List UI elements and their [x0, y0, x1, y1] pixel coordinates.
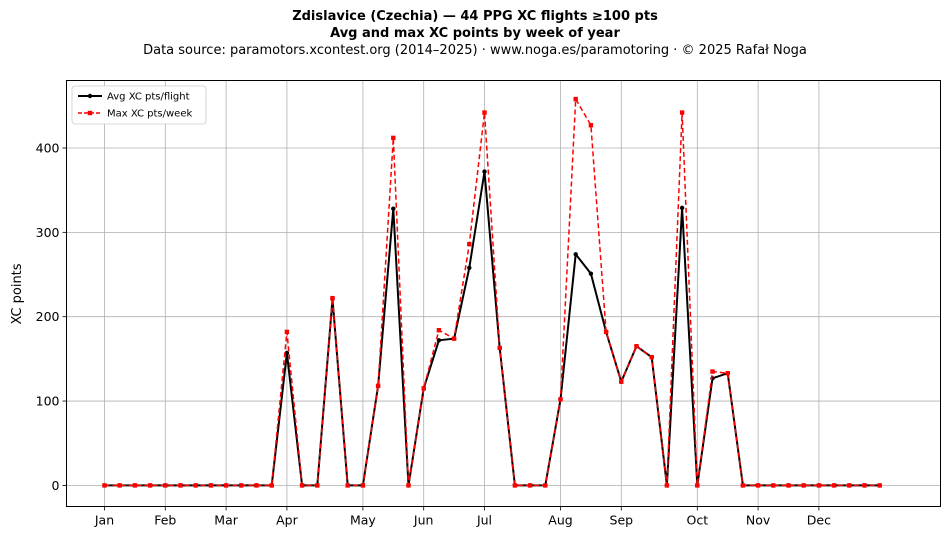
data-point-max: [223, 483, 229, 488]
data-point-max: [786, 483, 791, 488]
x-tick-label: May: [350, 513, 376, 528]
data-point-max: [315, 483, 320, 488]
data-point-max: [710, 369, 715, 374]
data-point-max: [771, 483, 776, 488]
data-point-max: [360, 483, 366, 488]
data-point-max: [284, 329, 290, 335]
data-point-max: [269, 483, 274, 488]
data-point-avg: [436, 338, 442, 343]
data-point-max: [679, 110, 685, 115]
legend-label-max: Max XC pts/week: [107, 109, 192, 120]
data-point-avg: [467, 265, 472, 270]
x-tick-label: Sep: [610, 513, 634, 528]
data-point-max: [634, 344, 639, 349]
plot-frame: [66, 80, 941, 507]
data-point-max: [847, 483, 852, 488]
series-line-max-xc-pts-per-week: [104, 98, 880, 487]
y-tick-label: 100: [36, 394, 60, 409]
y-tick-label: 300: [36, 225, 60, 240]
data-point-max: [451, 336, 457, 341]
data-point-max: [603, 329, 609, 335]
data-point-max: [558, 397, 563, 402]
data-point-max: [193, 483, 198, 488]
data-point-max: [436, 327, 442, 333]
data-point-avg: [573, 252, 578, 257]
data-point-max: [862, 483, 867, 488]
data-point-max: [239, 483, 244, 488]
x-tick-label: Nov: [746, 513, 771, 528]
chart-title: Zdislavice (Czechia) — 44 PPG XC flights…: [292, 9, 658, 24]
data-point-max: [299, 483, 305, 488]
chart-title-block: Zdislavice (Czechia) — 44 PPG XC flights…: [0, 8, 950, 59]
legend-label-avg: Avg XC pts/flight: [107, 92, 190, 103]
x-tick-label: Jan: [94, 513, 114, 528]
y-axis-label: XC points: [10, 263, 25, 324]
data-point-max: [102, 483, 107, 488]
legend-marker-max: [87, 110, 93, 116]
data-point-max: [406, 483, 411, 488]
data-point-max: [254, 483, 259, 488]
data-point-max: [755, 483, 761, 488]
x-tick-label: Mar: [214, 513, 238, 528]
data-point-max: [147, 483, 153, 488]
chart-subtitle: Avg and max XC points by week of year: [330, 26, 620, 41]
data-point-max: [330, 295, 335, 301]
data-point-max: [497, 345, 502, 351]
y-tick-label: 400: [36, 140, 60, 155]
x-tick-label: Aug: [548, 513, 572, 528]
data-point-max: [467, 241, 472, 247]
x-tick-label: Jun: [413, 513, 434, 528]
data-point-max: [391, 135, 396, 141]
data-point-max: [816, 483, 822, 488]
data-point-max: [375, 383, 381, 389]
y-tick-label: 200: [36, 309, 60, 324]
data-point-max: [482, 110, 487, 115]
data-point-max: [543, 483, 548, 488]
data-point-max: [649, 354, 654, 360]
x-tick-label: Apr: [276, 513, 298, 528]
data-point-max: [740, 483, 746, 488]
x-tick-label: Dec: [807, 513, 831, 528]
legend-marker-avg: [87, 93, 93, 99]
data-point-max: [831, 483, 837, 488]
data-point-max: [619, 379, 624, 384]
data-point-max: [725, 371, 730, 376]
legend-box: [71, 85, 207, 125]
data-point-max: [117, 483, 122, 488]
data-point-max: [695, 483, 700, 488]
data-point-avg: [284, 350, 290, 356]
data-point-max: [573, 96, 578, 102]
data-point-max: [163, 483, 168, 488]
axis-ticks: Jan Feb Mar Apr May Jun Jul Aug Sep Oct Nov Dec 0 100…: [36, 140, 831, 527]
legend: Avg XC pts/flight Max XC pts/week: [71, 85, 207, 125]
data-point-max: [877, 483, 882, 488]
data-point-max: [421, 386, 426, 391]
data-point-max: [801, 483, 806, 488]
x-tick-label: Feb: [154, 513, 176, 528]
series-layer: [102, 96, 882, 488]
grid-lines: [66, 80, 941, 507]
data-point-max: [664, 483, 670, 488]
data-point-max: [512, 483, 518, 488]
data-point-max: [588, 123, 594, 128]
data-point-avg: [482, 169, 487, 174]
chart-source: Data source: paramotors.xcontest.org (20…: [143, 43, 807, 58]
x-tick-label: Oct: [686, 513, 708, 528]
data-point-max: [527, 483, 533, 488]
data-point-avg: [588, 271, 594, 276]
data-point-avg: [391, 206, 396, 211]
data-point-avg: [679, 205, 685, 211]
data-point-max: [178, 483, 183, 488]
data-point-max: [208, 483, 214, 488]
data-point-max: [132, 483, 138, 488]
data-point-max: [345, 483, 350, 488]
x-tick-label: Jul: [476, 513, 492, 528]
y-tick-label: 0: [52, 478, 60, 493]
